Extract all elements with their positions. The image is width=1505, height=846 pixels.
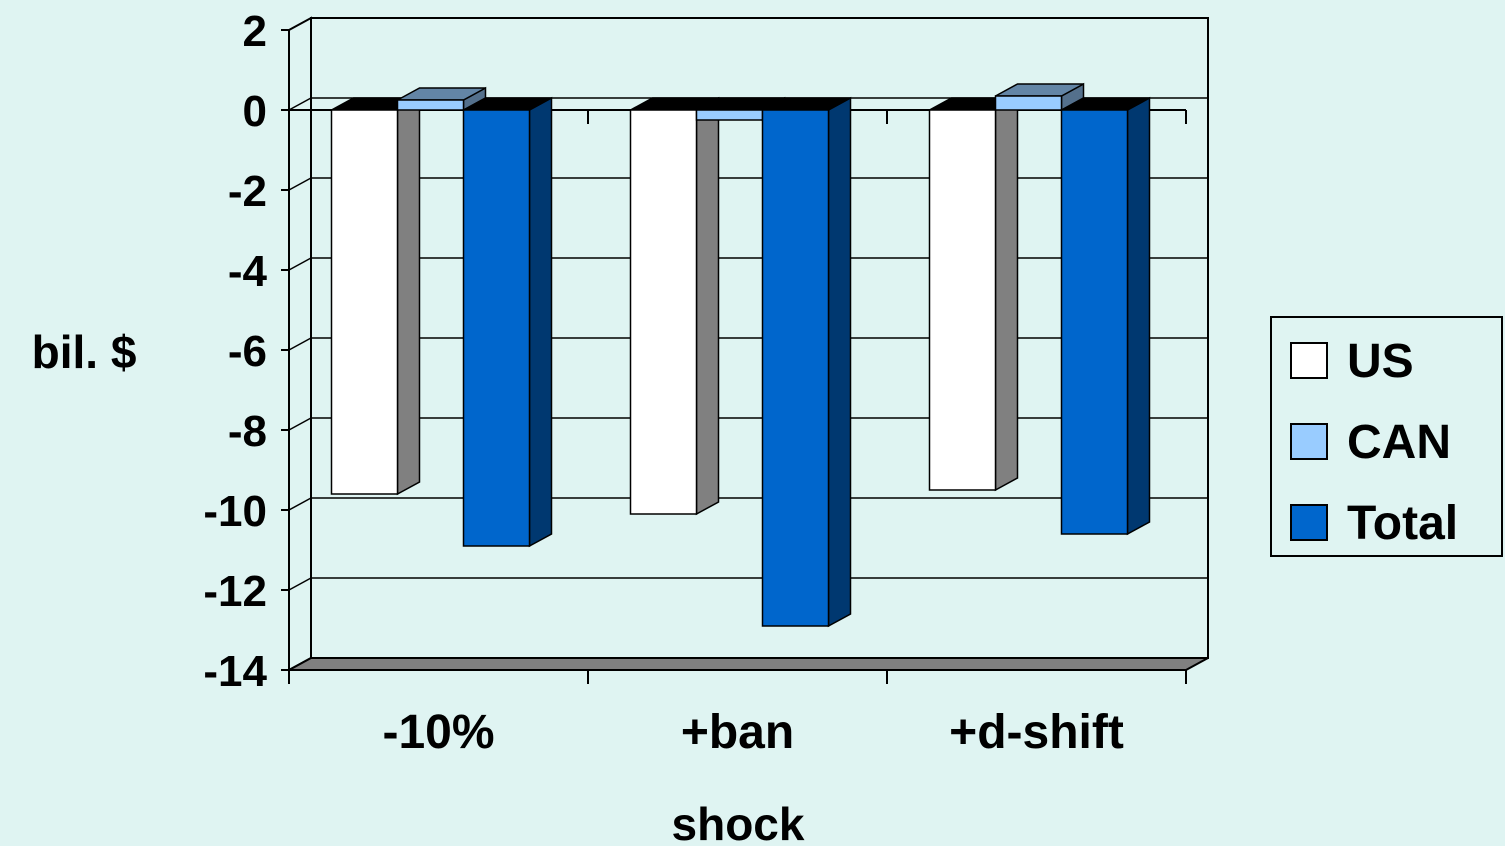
gridline-side: [288, 497, 312, 511]
bar-front-face: [928, 109, 997, 491]
bar-side-face: [528, 96, 553, 548]
bar-front-face: [695, 109, 764, 121]
gridline-side: [288, 97, 312, 111]
gridline-side: [288, 17, 312, 31]
legend-swatch-total: [1290, 504, 1328, 541]
y-tick-label: -8: [228, 407, 267, 456]
bar-total-3: [1060, 96, 1151, 536]
bar-front-face: [330, 109, 399, 495]
bar-us-3: [928, 96, 1019, 492]
bar-us-1: [330, 96, 421, 496]
x-tick-label: -10%: [382, 706, 494, 759]
y-tick-label: -10: [203, 487, 267, 536]
gridline-side: [288, 177, 312, 191]
gridline-side: [288, 657, 312, 671]
bar-side-face: [396, 96, 421, 496]
bar-side-face: [695, 96, 720, 516]
bar-front-face: [629, 109, 698, 515]
gridlines: [288, 17, 1208, 671]
x-tick-label: +ban: [681, 706, 794, 759]
bar-side-face: [1126, 96, 1151, 536]
gridline-side: [288, 257, 312, 271]
legend-label-total: Total: [1347, 497, 1458, 550]
bar-side-face: [994, 96, 1019, 492]
bar-total-2: [761, 96, 852, 628]
gridline-side: [288, 337, 312, 351]
bar-front-face: [462, 109, 531, 547]
y-tick-label: 0: [243, 87, 267, 136]
legend-label-can: CAN: [1347, 416, 1451, 469]
gridline-side: [288, 417, 312, 431]
x-tick-label: +d-shift: [949, 706, 1124, 759]
y-tick-labels: 2 0 -2 -4 -6 -8 -10 -12 -14: [203, 7, 267, 696]
bar-front-face: [994, 95, 1063, 111]
y-axis-title: bil. $: [32, 326, 137, 378]
floor: [288, 657, 1209, 671]
y-tick-label: -14: [203, 647, 267, 696]
y-tick-label: -12: [203, 567, 267, 616]
bar-total-1: [462, 96, 553, 548]
y-tick-label: 2: [243, 7, 267, 56]
bars: [330, 82, 1151, 628]
x-tick-labels: -10% +ban +d-shift: [382, 706, 1123, 759]
x-axis-title: shock: [672, 798, 805, 846]
y-tick-label: -4: [228, 247, 268, 296]
bar-side-face: [827, 96, 852, 628]
legend-swatch-can: [1290, 423, 1328, 460]
bar-front-face: [396, 99, 465, 111]
y-tick-label: -6: [228, 327, 267, 376]
bar-can-3: [994, 82, 1085, 112]
legend: US CAN Total: [1270, 316, 1503, 557]
legend-swatch-us: [1290, 342, 1328, 379]
legend-label-us: US: [1347, 335, 1414, 388]
bar-front-face: [1060, 109, 1129, 535]
bar-us-2: [629, 96, 720, 516]
bar-front-face: [761, 109, 830, 627]
y-tick-label: -2: [228, 167, 267, 216]
gridline-side: [288, 577, 312, 591]
bar-can-1: [396, 86, 487, 112]
